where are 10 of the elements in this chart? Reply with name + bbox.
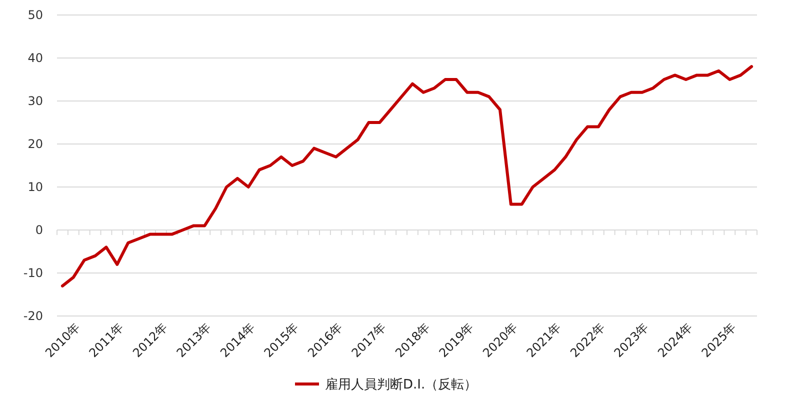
y-tick-label: 30 [28, 94, 43, 108]
y-tick-label: 40 [28, 51, 43, 66]
y-tick-label: 0 [35, 223, 43, 238]
legend-label: 雇用人員判断D.I.（反転） [325, 376, 478, 393]
y-tick-label: 10 [28, 180, 43, 194]
y-tick-label: 50 [28, 8, 43, 22]
line-series [60, 65, 754, 288]
y-tick-label: -20 [23, 309, 43, 324]
y-tick-label: 20 [28, 137, 43, 152]
y-tick-label: -10 [23, 266, 43, 280]
